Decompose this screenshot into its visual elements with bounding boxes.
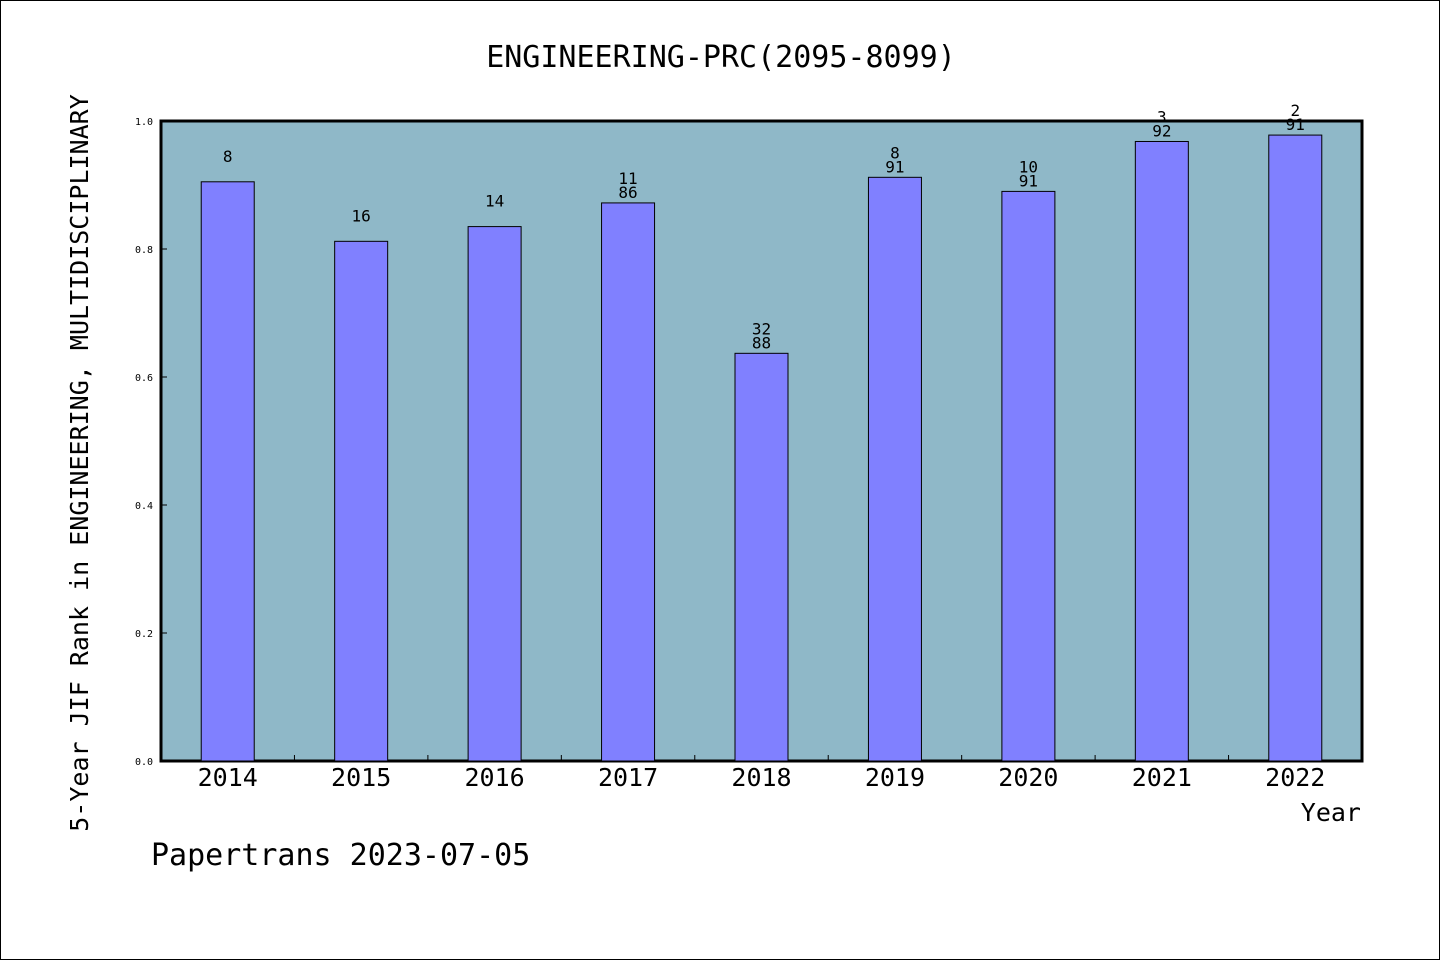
x-tick-label: 2018 [731, 763, 791, 792]
bar-total-label: 91 [885, 157, 904, 176]
footer-text: Papertrans 2023-07-05 [151, 838, 530, 873]
y-tick-label: 0.6 [135, 373, 153, 384]
bar-total-label: 88 [752, 333, 771, 352]
bar-2019 [867, 176, 922, 762]
x-tick-label: 2019 [865, 763, 925, 792]
bar-2014 [200, 181, 255, 762]
bar-total-label: 91 [1019, 171, 1038, 190]
bar-total-label: 91 [1286, 115, 1305, 134]
bar-rank-label: 11 [618, 169, 637, 188]
bar-2021 [1134, 140, 1189, 762]
y-tick-label: 1.0 [135, 117, 153, 128]
x-axis: 2014 2015 2016 2017 2018 2019 2020 2021 2022 [198, 755, 1325, 792]
bar-rank-label: 8 [223, 147, 233, 166]
y-tick-label: 0.4 [135, 501, 153, 512]
bar-total-label: 86 [618, 183, 637, 202]
y-tick-label: 0.2 [135, 629, 153, 640]
x-tick-label: 2021 [1132, 763, 1192, 792]
bar-rank-label: 10 [1019, 157, 1038, 176]
bar-rank-label: 32 [752, 319, 771, 338]
chart-title: ENGINEERING-PRC(2095-8099) [486, 40, 956, 75]
y-axis-label: 5-Year JIF Rank in ENGINEERING, MULTIDIS… [65, 94, 94, 832]
y-tick-label: 0.0 [135, 757, 153, 768]
bar-2018 [734, 352, 789, 762]
bars-group [200, 134, 1323, 762]
x-tick-label: 2017 [598, 763, 658, 792]
bar-rank-label: 8 [890, 143, 900, 162]
bar-2016 [467, 226, 522, 762]
bar-2022 [1268, 134, 1323, 762]
x-tick-label: 2020 [998, 763, 1058, 792]
bar-2020 [1001, 190, 1056, 762]
bar-rank-label: 3 [1157, 107, 1167, 126]
x-tick-label: 2015 [331, 763, 391, 792]
bar-2015 [334, 240, 389, 762]
y-tick-label: 0.8 [135, 245, 153, 256]
x-tick-label: 2016 [465, 763, 525, 792]
bar-rank-label: 2 [1290, 101, 1300, 120]
x-tick-label: 2014 [198, 763, 258, 792]
y-axis: 0.0 0.2 0.4 0.6 0.8 1.0 [135, 117, 167, 768]
bar-total-label: 92 [1152, 121, 1171, 140]
bar-rank-label: 16 [352, 206, 371, 225]
x-axis-label: Year [1301, 798, 1361, 827]
x-tick-label: 2022 [1265, 763, 1325, 792]
bar-2017 [601, 202, 656, 762]
bar-rank-label: 14 [485, 192, 504, 211]
